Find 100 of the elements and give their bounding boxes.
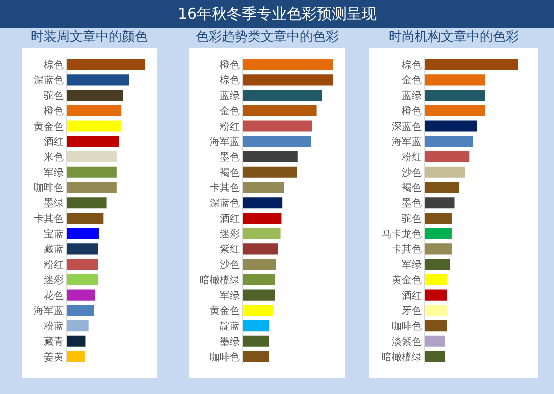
y-tick-label: 墨色	[402, 198, 422, 210]
bar	[67, 166, 117, 178]
bar	[243, 74, 333, 86]
y-tick-label: 牙色	[402, 305, 422, 318]
y-tick-label: 靛蓝	[220, 320, 240, 333]
bar	[67, 259, 98, 270]
bar	[425, 90, 486, 102]
bar	[243, 305, 274, 316]
y-tick-label: 宝蓝	[44, 228, 64, 240]
bar	[243, 182, 284, 194]
y-tick-label: 墨绿	[44, 198, 64, 210]
y-tick-label: 蓝绿	[402, 90, 422, 102]
bar	[425, 166, 465, 178]
bar	[67, 198, 107, 209]
bar	[243, 151, 298, 163]
bar	[67, 105, 122, 116]
bar	[67, 351, 85, 362]
bar	[425, 212, 452, 224]
bar	[425, 105, 486, 116]
bar	[67, 182, 117, 194]
bar	[425, 136, 474, 148]
y-tick-label: 迷彩	[220, 228, 240, 240]
bar	[243, 320, 270, 332]
bar	[67, 320, 89, 332]
y-tick-label: 深蓝色	[34, 74, 64, 87]
bar	[425, 336, 446, 347]
y-tick-label: 藏蓝	[44, 244, 64, 256]
bar	[243, 90, 322, 102]
bar	[243, 212, 282, 224]
y-tick-label: 卡其色	[210, 182, 240, 194]
y-tick-label: 卡其色	[34, 212, 64, 225]
bar	[425, 259, 450, 270]
y-tick-label: 蓝绿	[220, 90, 240, 102]
y-tick-label: 金色	[402, 74, 422, 87]
bar	[67, 74, 130, 86]
y-tick-label: 驼色	[402, 212, 422, 225]
y-tick-label: 米色	[44, 152, 64, 164]
bar	[243, 136, 312, 148]
y-tick-label: 军绿	[402, 260, 422, 272]
y-tick-label: 深蓝色	[392, 120, 422, 133]
bar	[425, 198, 455, 209]
y-tick-label: 沙色	[220, 259, 240, 272]
y-tick-label: 褐色	[220, 166, 240, 179]
y-tick-label: 黄金色	[210, 305, 240, 318]
chart-title: 色彩趋势类文章中的色彩	[196, 30, 339, 45]
bar	[243, 351, 270, 362]
y-tick-label: 墨色	[220, 152, 240, 164]
y-tick-label: 棕色	[402, 59, 422, 72]
y-tick-label: 粉红	[402, 152, 422, 164]
bar	[243, 259, 276, 270]
bar	[243, 274, 276, 286]
bar	[243, 59, 333, 70]
y-tick-label: 咖啡色	[210, 351, 240, 364]
y-tick-label: 暗橄榄绿	[200, 274, 240, 286]
bar	[67, 90, 124, 102]
bar	[425, 244, 452, 255]
y-tick-label: 花色	[44, 290, 64, 302]
y-tick-label: 驼色	[44, 90, 64, 102]
bar	[425, 274, 448, 286]
y-tick-label: 紫红	[220, 244, 240, 256]
y-tick-label: 军绿	[220, 290, 240, 302]
bar	[425, 151, 470, 163]
bar	[67, 274, 98, 286]
y-tick-label: 棕色	[220, 74, 240, 87]
y-tick-label: 藏青	[44, 336, 64, 348]
y-tick-label: 酒红	[220, 212, 240, 225]
y-tick-label: 迷彩	[44, 274, 64, 286]
y-tick-label: 淡紫色	[392, 336, 422, 348]
y-tick-label: 粉红	[220, 120, 240, 133]
y-tick-label: 黄金色	[34, 120, 64, 133]
y-tick-label: 咖啡色	[34, 182, 64, 194]
y-tick-label: 深蓝色	[210, 198, 240, 210]
bar	[243, 228, 281, 240]
bar	[243, 198, 283, 209]
chart-title: 时装周文章中的颜色	[31, 30, 148, 45]
bar	[425, 351, 446, 362]
bar	[67, 212, 104, 224]
bar	[243, 244, 278, 255]
y-tick-label: 橙色	[44, 105, 64, 118]
bar	[243, 290, 276, 301]
chart-title: 时尚机构文章中的色彩	[389, 30, 519, 45]
bar	[67, 120, 122, 132]
bar	[67, 305, 94, 316]
y-tick-label: 暗橄榄绿	[382, 351, 422, 364]
y-tick-label: 军绿	[44, 168, 64, 179]
y-tick-label: 粉红	[44, 259, 64, 272]
bar	[425, 120, 478, 132]
y-tick-label: 咖啡色	[392, 320, 422, 333]
bar	[67, 336, 86, 347]
bar	[425, 290, 448, 301]
y-tick-label: 粉蓝	[44, 320, 64, 333]
y-tick-label: 金色	[220, 105, 240, 118]
y-tick-label: 酒红	[402, 290, 422, 302]
bar	[425, 320, 448, 332]
text: 16年秋冬季专业色彩预测呈现	[178, 5, 378, 23]
bar	[243, 336, 270, 347]
bar	[425, 59, 518, 70]
y-tick-label: 马卡龙色	[382, 228, 422, 240]
bar	[67, 244, 98, 255]
bar	[67, 136, 120, 148]
